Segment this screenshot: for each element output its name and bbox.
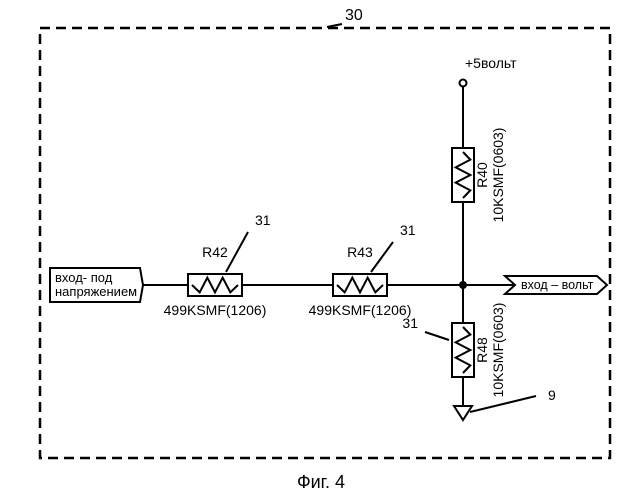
resistor-value: 499KSMF(1206) [164,302,267,318]
resistor-R48 [452,323,474,377]
module-border [40,28,610,458]
resistor-R40 [452,148,474,202]
power-label: +5вольт [465,55,517,71]
node-dot [459,281,467,289]
callout-line [327,24,342,27]
resistor-value: 499KSMF(1206) [309,302,412,318]
callout-line [226,232,248,272]
callout-line [371,242,393,272]
port-out-label: вход – вольт [521,278,594,292]
resistor-ref: 31 [400,222,416,238]
resistor-value: 10KSMF(0603) [490,128,506,223]
border-ref: 30 [345,7,363,24]
port-in-label: напряжением [55,284,137,299]
resistor-name: R42 [202,244,228,260]
figure-caption: Фиг. 4 [297,472,345,492]
resistor-name: R48 [474,337,490,363]
resistor-name: R40 [474,162,490,188]
ground-symbol [454,406,472,420]
resistor-R43 [333,274,387,296]
resistor-ref: 31 [402,315,418,331]
resistor-ref: 31 [255,212,271,228]
ground-ref: 9 [548,387,556,403]
resistor-R42 [188,274,242,296]
resistor-value: 10KSMF(0603) [490,303,506,398]
power-terminal [460,80,467,87]
resistor-name: R43 [347,244,373,260]
port-in-label: вход- под [55,270,113,285]
callout-line [425,332,449,340]
